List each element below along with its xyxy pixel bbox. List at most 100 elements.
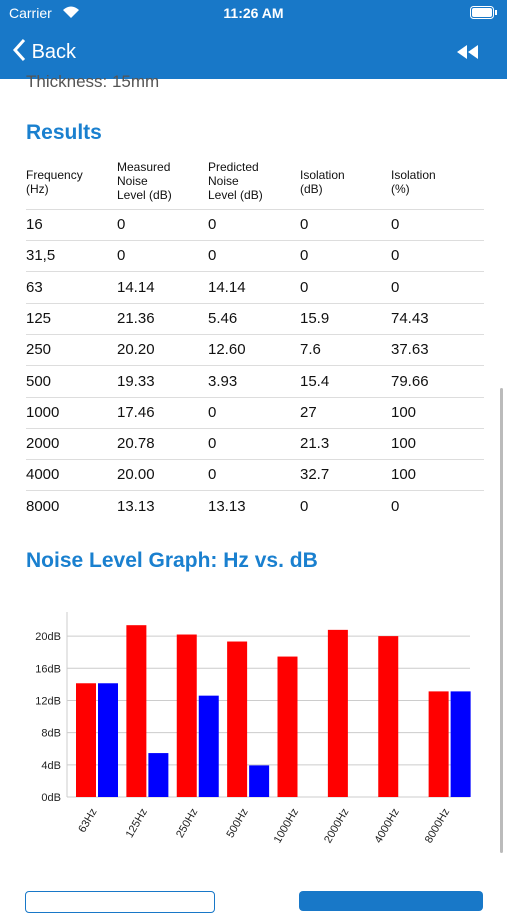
bar <box>176 634 197 797</box>
table-cell: 15.9 <box>300 309 330 327</box>
x-tick-label: 500Hz <box>224 807 250 841</box>
table-cell: 0 <box>208 466 217 484</box>
wifi-icon <box>63 6 79 18</box>
x-tick-label: 1000Hz <box>272 807 301 846</box>
bar <box>450 691 471 797</box>
table-cell: 17.46 <box>117 403 155 421</box>
table-cell: 13.13 <box>117 497 155 515</box>
table-cell: 0 <box>391 247 400 265</box>
row-separator <box>26 427 484 429</box>
top-bar: Carrier 11:26 AM Back <box>0 0 507 79</box>
table-cell: 125 <box>26 309 52 327</box>
table-cell: 12.60 <box>208 341 246 359</box>
y-tick-label: 12dB <box>35 695 61 707</box>
row-separator <box>26 459 484 461</box>
table-cell: 100 <box>391 466 417 484</box>
x-tick-label: 8000Hz <box>423 807 452 846</box>
bar <box>378 636 399 797</box>
table-header: Isolation (%) <box>391 168 436 196</box>
table-cell: 15.4 <box>300 372 330 390</box>
row-separator <box>26 209 484 210</box>
table-cell: 5.46 <box>208 309 238 327</box>
bar <box>327 629 348 797</box>
table-cell: 0 <box>391 278 400 296</box>
table-cell: 74.43 <box>391 309 429 327</box>
table-cell: 250 <box>26 341 52 359</box>
scrollbar <box>500 388 503 853</box>
table-cell: 3.93 <box>208 372 238 390</box>
table-cell: 0 <box>117 216 126 233</box>
table-cell: 0 <box>300 216 309 233</box>
table-cell: 63 <box>26 278 43 296</box>
table-cell: 7.6 <box>300 341 321 359</box>
row-separator <box>26 396 484 398</box>
results-title: Results <box>26 121 102 144</box>
row-separator <box>26 302 484 304</box>
bar <box>148 753 169 797</box>
table-cell: 16 <box>26 216 43 233</box>
table-cell: 31,5 <box>26 247 56 265</box>
row-separator <box>26 365 484 367</box>
row-separator <box>26 333 484 335</box>
bar <box>428 691 449 797</box>
table-cell: 20.20 <box>117 341 155 359</box>
table-cell: 32.7 <box>300 466 330 484</box>
table-cell: 14.14 <box>208 278 246 296</box>
table-cell: 100 <box>391 435 417 453</box>
bar <box>98 683 118 797</box>
table-header: Isolation (dB) <box>300 168 345 196</box>
table-cell: 79.66 <box>391 372 429 390</box>
y-tick-label: 8dB <box>41 728 61 740</box>
table-header: Measured Noise Level (dB) <box>117 160 172 202</box>
table-cell: 0 <box>208 403 217 421</box>
bar <box>198 695 219 797</box>
table-cell: 20.78 <box>117 435 155 453</box>
table-cell: 21.36 <box>117 309 155 327</box>
table-cell: 4000 <box>26 466 60 484</box>
primary-button[interactable] <box>299 891 483 911</box>
x-tick-label: 4000Hz <box>372 807 401 846</box>
table-header: Predicted Noise Level (dB) <box>208 160 263 202</box>
rewind-button[interactable] <box>456 44 480 60</box>
back-chevron <box>12 38 26 62</box>
secondary-button[interactable] <box>25 891 215 913</box>
table-cell: 0 <box>208 247 217 265</box>
bar <box>76 683 96 797</box>
row-separator <box>26 240 484 241</box>
row-separator <box>26 271 484 273</box>
bar <box>227 641 248 797</box>
table-cell: 0 <box>208 216 217 233</box>
table-cell: 1000 <box>26 403 60 421</box>
y-tick-label: 20dB <box>35 631 61 643</box>
table-cell: 8000 <box>26 497 60 515</box>
y-tick-label: 16dB <box>35 663 61 675</box>
table-cell: 20.00 <box>117 466 155 484</box>
table-cell: 0 <box>300 247 309 265</box>
back-label: Back <box>31 41 77 63</box>
table-cell: 100 <box>391 403 417 421</box>
bar <box>126 625 147 797</box>
table-cell: 0 <box>208 435 217 453</box>
y-tick-label: 0dB <box>41 792 61 804</box>
back-button[interactable]: Back <box>12 38 76 64</box>
table-cell: 0 <box>300 497 309 515</box>
table-cell: 27 <box>300 403 317 421</box>
table-cell: 500 <box>26 372 52 390</box>
x-tick-label: 63Hz <box>76 807 99 835</box>
thickness-text: Thickness: 15mm <box>26 72 160 91</box>
table-cell: 0 <box>117 247 126 265</box>
table-cell: 14.14 <box>117 278 155 296</box>
table-cell: 37.63 <box>391 341 429 359</box>
table-cell: 0 <box>300 278 309 296</box>
battery-icon <box>470 6 497 19</box>
bar <box>277 656 298 797</box>
x-tick-label: 250Hz <box>174 807 200 841</box>
y-tick-label: 4dB <box>41 760 61 772</box>
chart-title: Noise Level Graph: Hz vs. dB <box>26 549 318 572</box>
table-cell: 13.13 <box>208 497 246 515</box>
table-cell: 21.3 <box>300 435 330 453</box>
table-cell: 0 <box>391 497 400 515</box>
row-separator <box>26 490 484 492</box>
table-cell: 2000 <box>26 435 60 453</box>
